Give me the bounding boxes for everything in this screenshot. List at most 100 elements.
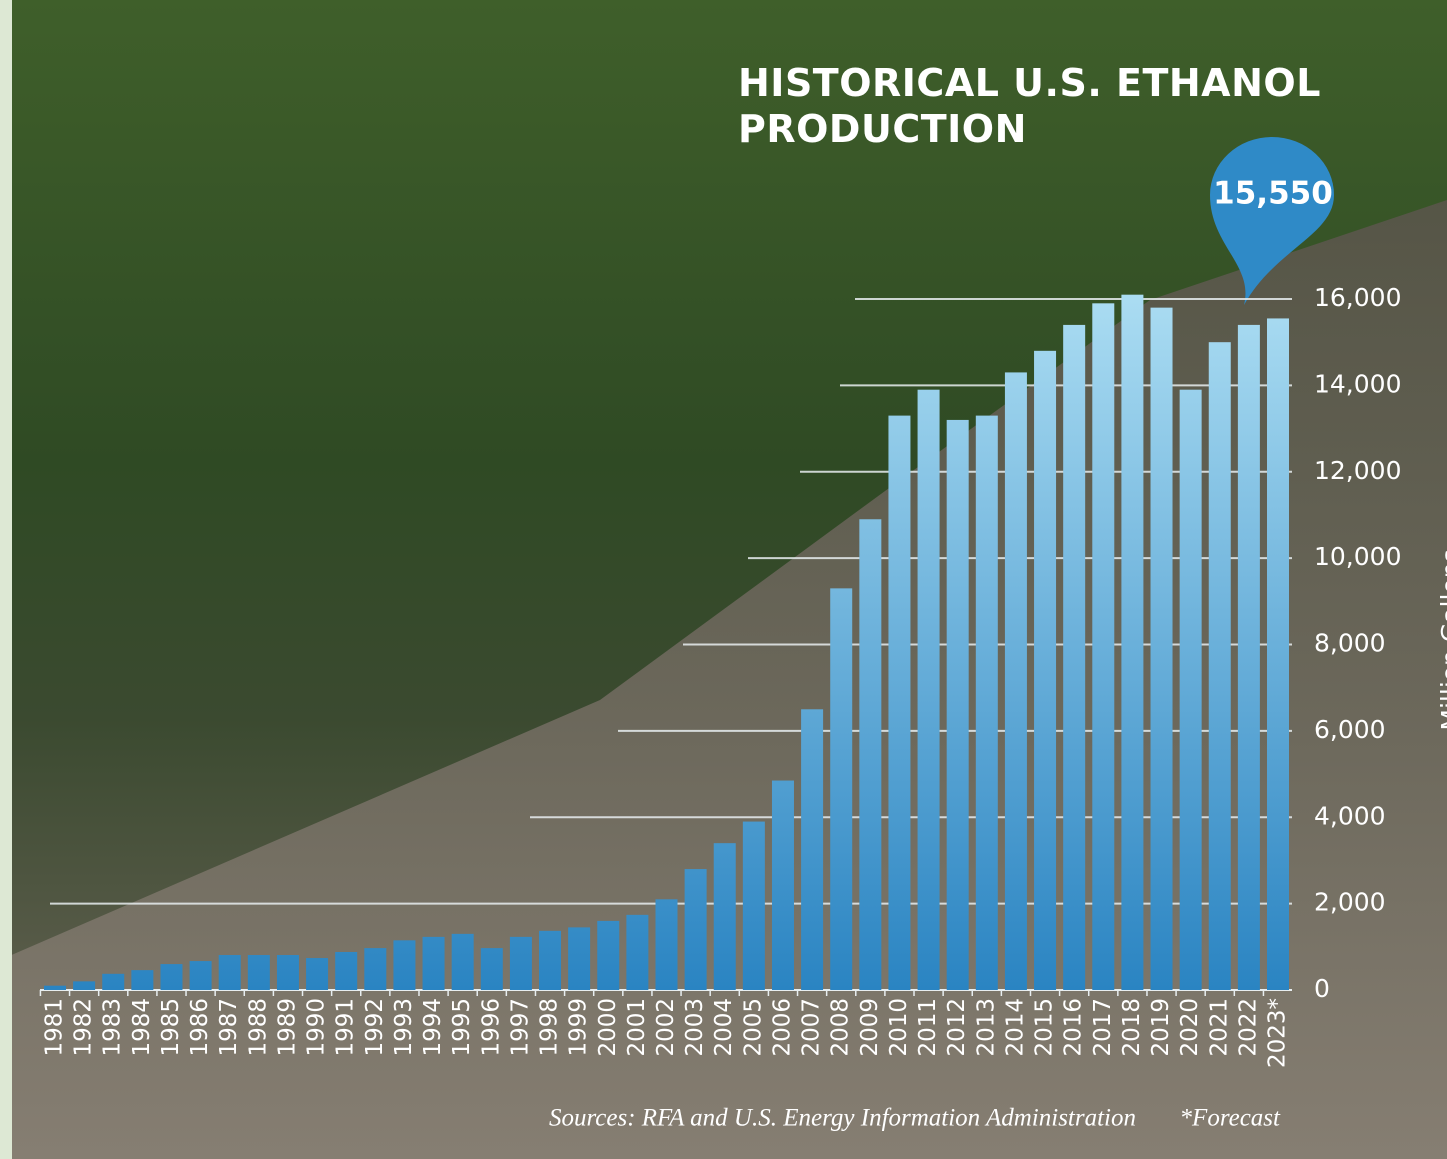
y-tick-label: 10,000 [1314, 542, 1401, 571]
bar [131, 970, 154, 990]
x-tick-label: 2003 [682, 998, 708, 1057]
x-tick-label: 1997 [507, 998, 533, 1057]
bar [830, 588, 853, 990]
x-tick-label: 2007 [799, 998, 825, 1057]
x-tick-label: 2005 [740, 998, 766, 1057]
bar [1121, 294, 1144, 990]
value-label: 15,550 [1213, 176, 1333, 212]
bar [247, 955, 270, 990]
bar [1092, 303, 1115, 991]
x-tick-label: 2022 [1235, 998, 1261, 1057]
bar [1150, 307, 1173, 990]
x-tick-label: 2010 [886, 998, 912, 1057]
x-tick-label: 2014 [1002, 998, 1028, 1057]
bar [626, 914, 649, 990]
x-tick-label: 1992 [362, 998, 388, 1057]
x-tick-label: 2019 [1148, 998, 1174, 1057]
y-tick-label: 0 [1314, 974, 1330, 1003]
x-tick-label: 2006 [769, 998, 795, 1057]
bar [451, 933, 474, 990]
x-tick-label: 2012 [944, 998, 970, 1057]
bar [1004, 372, 1027, 990]
bar [917, 389, 940, 991]
y-tick-label: 4,000 [1314, 801, 1386, 830]
x-tick-label: 1999 [566, 998, 592, 1057]
y-tick-label: 16,000 [1314, 283, 1401, 312]
x-tick-label: 2023* [1265, 998, 1291, 1068]
bar [1208, 342, 1231, 990]
bar [568, 927, 591, 990]
bar [888, 415, 911, 990]
x-tick-label: 2011 [915, 998, 941, 1057]
x-tick-label: 1982 [71, 998, 97, 1057]
bar [975, 415, 998, 990]
bar [684, 869, 707, 990]
bar [1267, 318, 1289, 990]
forecast-note: *Forecast [1180, 1105, 1281, 1132]
x-tick-label: 2015 [1032, 998, 1058, 1057]
bar [509, 936, 532, 990]
x-tick-label: 1990 [304, 998, 330, 1057]
x-tick-label: 1991 [333, 998, 359, 1057]
callout [1210, 137, 1334, 305]
x-tick-label: 1983 [100, 998, 126, 1057]
bar [1034, 350, 1057, 990]
bar [1179, 389, 1202, 991]
x-tick-label: 2009 [857, 998, 883, 1057]
bar [713, 843, 736, 990]
bar [480, 948, 503, 990]
x-tick-label: 2001 [624, 998, 650, 1057]
x-tick-label: 2017 [1090, 998, 1116, 1057]
y-tick-label: 8,000 [1314, 629, 1386, 658]
source-note: Sources: RFA and U.S. Energy Information… [549, 1105, 1136, 1132]
y-tick-label: 6,000 [1314, 715, 1386, 744]
x-tick-label: 1987 [216, 998, 242, 1057]
bar [771, 780, 794, 990]
bar [160, 964, 183, 990]
bar [655, 899, 678, 990]
bar [539, 930, 562, 990]
x-tick-label: 1989 [274, 998, 300, 1057]
bar [189, 961, 212, 990]
bar [1237, 324, 1260, 991]
x-tick-label: 2021 [1206, 998, 1232, 1057]
bar [597, 920, 620, 990]
bar [73, 981, 96, 990]
x-tick-label: 1998 [537, 998, 563, 1057]
x-tick-label: 1986 [187, 998, 213, 1057]
x-tick-label: 1994 [420, 998, 446, 1057]
x-tick-label: 1995 [449, 998, 475, 1057]
bar [946, 419, 969, 990]
x-tick-label: 1996 [478, 998, 504, 1057]
bar [306, 958, 329, 990]
bar [364, 948, 387, 990]
bar [1063, 324, 1086, 991]
x-tick-label: 2004 [711, 998, 737, 1057]
chart-title: HISTORICAL U.S. ETHANOL PRODUCTION [738, 61, 1321, 151]
y-tick-label: 12,000 [1314, 456, 1401, 485]
x-tick-label: 2008 [828, 998, 854, 1057]
bar [422, 936, 445, 990]
bar [801, 709, 824, 990]
x-tick-label: 1988 [245, 998, 271, 1057]
x-tick-label: 2000 [595, 998, 621, 1057]
x-tick-label: 2013 [973, 998, 999, 1057]
bar [335, 951, 358, 990]
bar [102, 973, 125, 990]
y-tick-label: 14,000 [1314, 369, 1401, 398]
bar [276, 955, 299, 990]
x-tick-label: 1981 [42, 998, 68, 1057]
x-tick-label: 1985 [158, 998, 184, 1057]
bar [44, 985, 66, 990]
x-tick-label: 1993 [391, 998, 417, 1057]
x-tick-label: 1984 [129, 998, 155, 1057]
y-axis-label: Million Gallons [1436, 549, 1447, 730]
y-tick-label: 2,000 [1314, 888, 1386, 917]
bar [393, 940, 416, 990]
bar [742, 821, 765, 990]
x-tick-label: 2018 [1119, 998, 1145, 1057]
x-tick-label: 2020 [1177, 998, 1203, 1057]
bar [859, 519, 882, 990]
